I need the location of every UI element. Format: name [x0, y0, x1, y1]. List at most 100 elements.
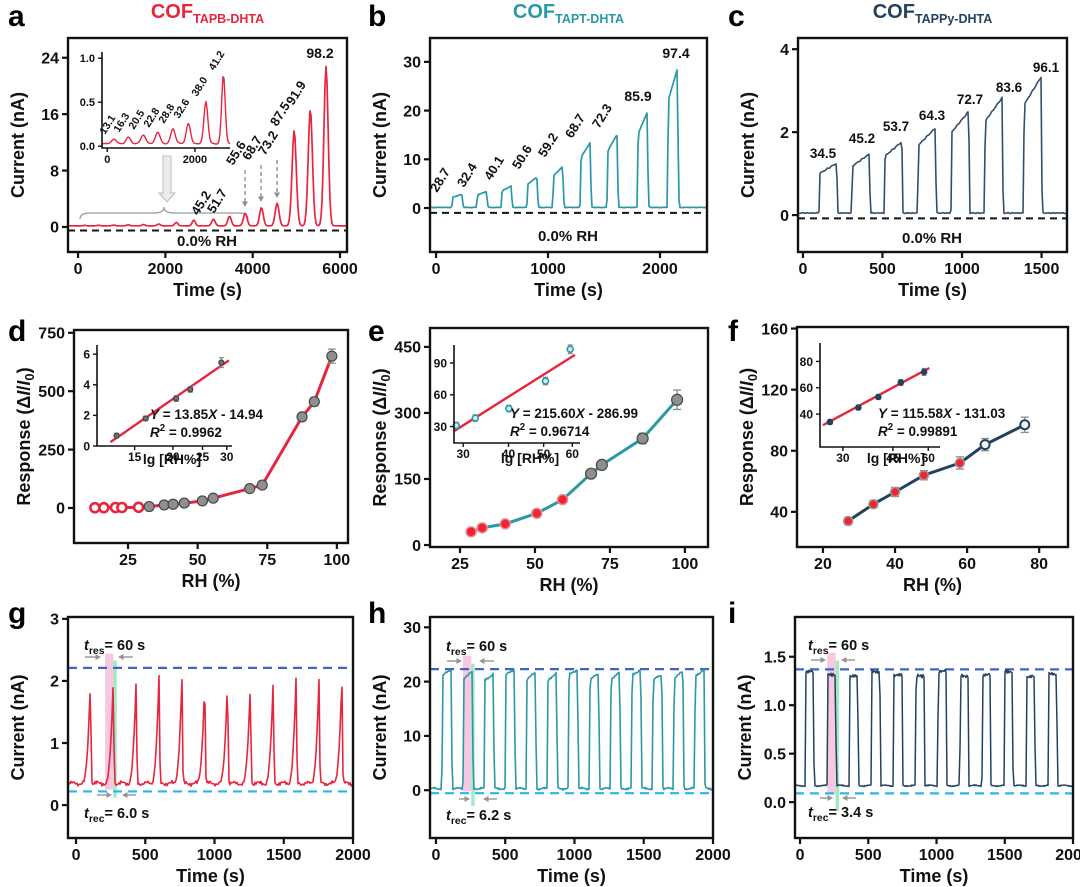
svg-text:2: 2 [50, 674, 59, 691]
panel-e: e 30 40 50 60 30 60 90 Y = 215.60X - 286.99 R2 =… [360, 295, 720, 595]
svg-text:40.1: 40.1 [481, 153, 507, 182]
svg-text:40: 40 [800, 407, 814, 421]
svg-text:45: 45 [886, 451, 900, 465]
svg-text:0: 0 [50, 798, 59, 815]
svg-text:30: 30 [403, 620, 421, 637]
svg-text:10: 10 [403, 152, 421, 169]
panel-d: d 15 20 25 30 0 2 4 6 Y = 13.85X - 14.94 R2 = 0.9… [0, 295, 360, 595]
cof-title-main: COF [872, 1, 915, 23]
svg-text:100: 100 [324, 552, 351, 569]
svg-text:0.0% RH: 0.0% RH [538, 228, 598, 245]
svg-text:40: 40 [502, 447, 516, 461]
svg-text:R2 = 0.96714: R2 = 0.96714 [510, 422, 590, 439]
panel-letter: d [8, 315, 27, 348]
svg-text:0: 0 [412, 783, 421, 800]
svg-text:0: 0 [412, 538, 421, 555]
panel-letter: a [8, 0, 25, 33]
svg-text:0: 0 [72, 847, 81, 864]
svg-text:0.0% RH: 0.0% RH [177, 233, 237, 250]
svg-text:1.5: 1.5 [764, 650, 786, 667]
svg-text:20: 20 [166, 450, 180, 464]
svg-text:tres= 60 s: tres= 60 s [446, 639, 507, 658]
panel-letter: f [728, 315, 738, 348]
svg-text:80: 80 [1030, 556, 1048, 573]
svg-text:91.9: 91.9 [283, 78, 309, 107]
svg-text:Time (s): Time (s) [537, 866, 606, 886]
svg-text:25: 25 [451, 556, 469, 573]
svg-text:0: 0 [432, 847, 441, 864]
svg-text:1000: 1000 [197, 847, 233, 864]
svg-text:16: 16 [41, 107, 59, 124]
svg-text:RH (%): RH (%) [540, 575, 599, 595]
panel-title: COFTAPPy-DHTA [783, 0, 1080, 27]
svg-text:0.5: 0.5 [80, 97, 95, 109]
svg-text:50: 50 [189, 552, 207, 569]
plot-canvas-g: tres= 60 s trec= 6.0 s 0 500 1000 1500 2000 0 1 2… [8, 612, 371, 886]
svg-text:1: 1 [50, 736, 59, 753]
svg-text:0: 0 [796, 847, 805, 864]
svg-text:2000: 2000 [335, 847, 371, 864]
svg-text:2000: 2000 [148, 261, 184, 278]
panel-g: g tres= 60 s trec= 6.0 s 0 500 1000 1500 2000 0… [0, 595, 371, 887]
plot-canvas-h: tres= 60 s trec= 6.2 s 0 500 1000 1500 2000 0 10… [370, 615, 731, 886]
svg-text:2000: 2000 [183, 154, 207, 166]
svg-text:RH (%): RH (%) [903, 575, 962, 595]
panel-title: COFTAPB-DHTA [58, 0, 358, 27]
svg-text:Time (s): Time (s) [534, 280, 603, 300]
cof-title-main: COF [512, 1, 556, 23]
svg-text:Y = 13.85X - 14.94: Y = 13.85X - 14.94 [150, 407, 263, 422]
svg-text:2: 2 [83, 409, 90, 423]
svg-text:R2 = 0.99891: R2 = 0.99891 [878, 422, 958, 439]
svg-text:97.4: 97.4 [662, 45, 689, 61]
svg-text:Y = 115.58X - 131.03: Y = 115.58X - 131.03 [878, 406, 1006, 421]
svg-text:Time (s): Time (s) [173, 280, 242, 300]
svg-text:75: 75 [258, 552, 276, 569]
plot-canvas-a: 45.251.755.668.773.287.591.998.20.0% RH1… [8, 36, 358, 300]
svg-text:4: 4 [780, 42, 789, 59]
svg-text:Time (s): Time (s) [176, 866, 245, 886]
svg-text:1500: 1500 [1024, 261, 1060, 278]
panel-i: i tres= 60 s trec= 3.4 s 0 500 1000 1500 2000 0… [720, 595, 1080, 887]
svg-text:0.0: 0.0 [80, 141, 95, 153]
svg-text:0: 0 [56, 501, 65, 518]
svg-text:60: 60 [566, 447, 580, 461]
svg-text:100: 100 [672, 556, 699, 573]
svg-text:120: 120 [761, 382, 788, 399]
panel-letter: h [368, 597, 387, 630]
svg-text:68.7: 68.7 [562, 111, 588, 140]
svg-text:0.0% RH: 0.0% RH [902, 230, 962, 247]
svg-text:24: 24 [41, 51, 59, 68]
svg-text:1000: 1000 [530, 261, 566, 278]
panel-letter: b [368, 0, 387, 33]
svg-text:Current (nA): Current (nA) [735, 675, 755, 781]
svg-text:1500: 1500 [266, 847, 302, 864]
svg-text:80: 80 [800, 355, 814, 369]
panel-a: a COFTAPB-DHTA 45.2 51.7 55.6 68.7 73.2 87.5 9… [0, 0, 360, 300]
svg-text:6: 6 [83, 348, 90, 362]
svg-text:300: 300 [394, 406, 421, 423]
svg-text:lg [RH%]: lg [RH%] [143, 451, 201, 467]
svg-text:0.0: 0.0 [764, 795, 786, 812]
svg-text:150: 150 [394, 472, 421, 489]
svg-text:80: 80 [770, 444, 788, 461]
svg-text:72.7: 72.7 [957, 92, 983, 107]
svg-text:51.7: 51.7 [204, 186, 230, 215]
svg-text:10: 10 [403, 729, 421, 746]
svg-text:Response (ΔI/I0): Response (ΔI/I0) [737, 368, 760, 506]
svg-text:83.6: 83.6 [996, 80, 1023, 95]
panel-c: c COFTAPPy-DHTA 34.5 45.2 53.7 64.3 72.7 83.6… [720, 0, 1080, 300]
cof-title-sub: TAPPy-DHTA [914, 12, 993, 26]
svg-text:50: 50 [537, 447, 551, 461]
svg-text:3: 3 [50, 612, 59, 629]
svg-text:41.2: 41.2 [206, 49, 227, 73]
svg-text:trec= 6.0 s: trec= 6.0 s [84, 806, 149, 825]
svg-text:8: 8 [50, 163, 59, 180]
svg-text:Y = 215.60X - 286.99: Y = 215.60X - 286.99 [510, 406, 638, 421]
svg-text:lg [RH%]: lg [RH%] [501, 450, 559, 466]
svg-text:500: 500 [38, 384, 65, 401]
svg-text:500: 500 [869, 261, 896, 278]
svg-text:75: 75 [601, 556, 619, 573]
panel-letter: i [728, 597, 737, 630]
